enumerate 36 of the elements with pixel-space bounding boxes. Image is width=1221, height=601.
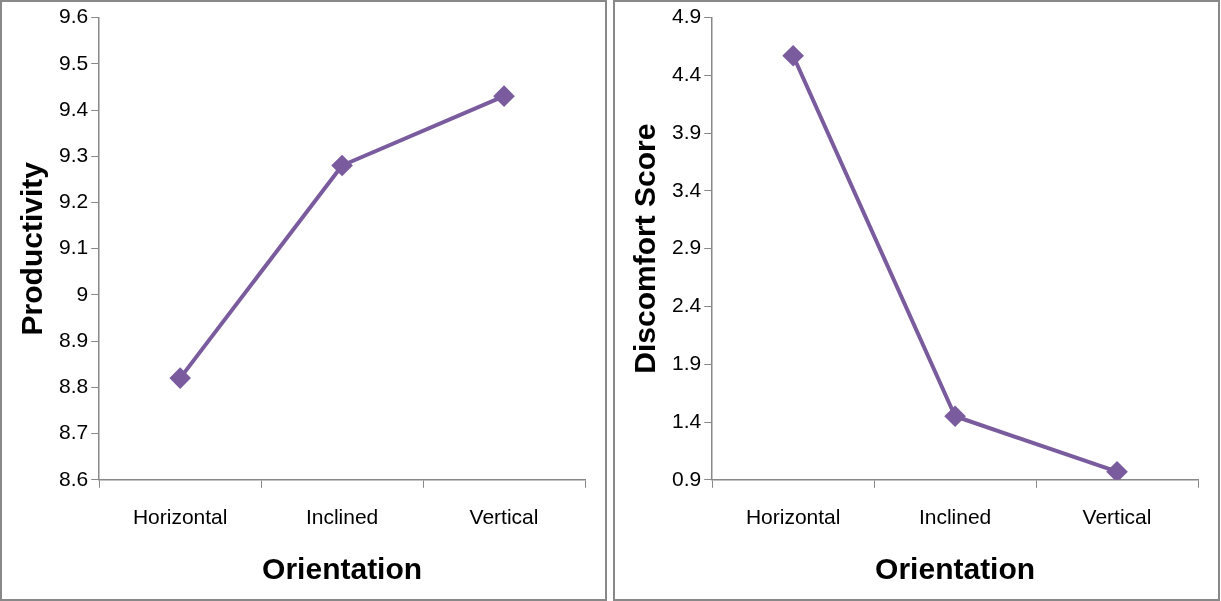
x-tick-label: Vertical — [1082, 505, 1152, 529]
x-tick-label: Horizontal — [745, 505, 841, 529]
x-axis-title: Orientation — [262, 552, 423, 586]
y-tick-label: 9.5 — [58, 50, 89, 74]
y-tick-label: 9.2 — [58, 189, 89, 213]
y-tick-label: 9.1 — [58, 235, 89, 259]
point — [1107, 461, 1128, 480]
y-tick-label: 4.4 — [671, 62, 702, 86]
y-tick-label: 1.4 — [671, 408, 702, 432]
y-axis-title: Productivity — [15, 161, 49, 336]
point — [170, 368, 191, 389]
x-axis-title: Orientation — [875, 552, 1036, 586]
y-tick-label: 9.4 — [58, 96, 89, 120]
x-tick-label: Vertical — [469, 505, 539, 529]
y-tick-label: 8.9 — [58, 327, 89, 351]
point — [783, 45, 804, 66]
point — [494, 86, 515, 107]
y-tick-label: 9 — [76, 281, 89, 305]
y-tick-label: 8.6 — [58, 466, 89, 490]
y-tick-label: 0.9 — [671, 466, 702, 490]
y-axis-title: Discomfort Score — [628, 123, 662, 374]
y-tick-label: 1.9 — [671, 351, 702, 375]
y-tick-label: 8.8 — [58, 374, 89, 398]
x-tick-label: Inclined — [918, 505, 992, 529]
y-tick-label: 2.9 — [671, 235, 702, 259]
y-tick-label: 4.9 — [671, 4, 702, 28]
point — [332, 155, 353, 176]
y-tick-label: 8.7 — [58, 420, 89, 444]
x-tick-label: Horizontal — [132, 505, 228, 529]
y-tick-label: 3.9 — [671, 119, 702, 143]
point — [945, 406, 966, 427]
y-tick-label: 3.4 — [671, 177, 702, 201]
y-tick-label: 9.6 — [58, 4, 89, 28]
y-tick-label: 9.3 — [58, 143, 89, 167]
y-tick-label: 2.4 — [671, 293, 702, 317]
x-tick-label: Inclined — [305, 505, 379, 529]
